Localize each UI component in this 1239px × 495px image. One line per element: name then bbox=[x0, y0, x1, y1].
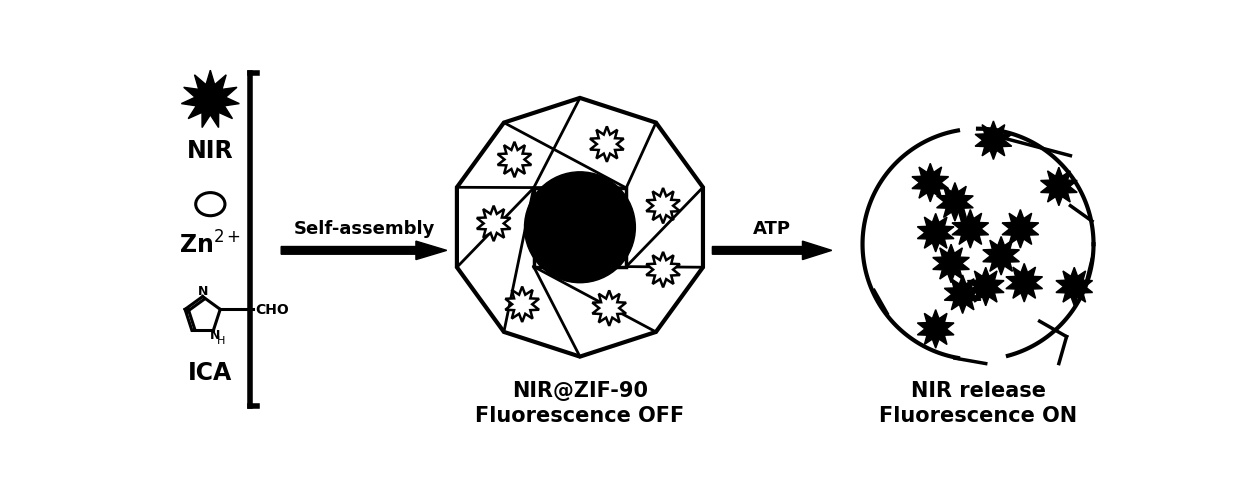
Text: Fluorescence ON: Fluorescence ON bbox=[878, 406, 1077, 426]
Polygon shape bbox=[534, 188, 626, 267]
Polygon shape bbox=[952, 209, 989, 248]
Polygon shape bbox=[944, 275, 981, 313]
Ellipse shape bbox=[196, 193, 225, 216]
Polygon shape bbox=[1056, 267, 1093, 306]
Polygon shape bbox=[968, 267, 1004, 306]
Text: H: H bbox=[217, 336, 225, 346]
Text: CHO: CHO bbox=[255, 303, 290, 317]
Polygon shape bbox=[917, 310, 954, 348]
Polygon shape bbox=[477, 206, 510, 241]
Text: NIR release: NIR release bbox=[911, 381, 1046, 401]
Polygon shape bbox=[975, 121, 1012, 159]
Text: N: N bbox=[209, 329, 221, 342]
FancyArrow shape bbox=[712, 241, 831, 259]
Polygon shape bbox=[1041, 167, 1077, 206]
Circle shape bbox=[524, 172, 636, 283]
Polygon shape bbox=[937, 183, 973, 221]
Text: NIR@ZIF-90: NIR@ZIF-90 bbox=[512, 381, 648, 401]
Text: Self-assembly: Self-assembly bbox=[294, 220, 435, 238]
Polygon shape bbox=[590, 126, 623, 162]
Polygon shape bbox=[647, 188, 680, 223]
Polygon shape bbox=[457, 98, 703, 356]
Text: Zn$^{2+}$: Zn$^{2+}$ bbox=[180, 232, 242, 259]
Text: ICA: ICA bbox=[188, 361, 233, 385]
Polygon shape bbox=[912, 163, 949, 202]
Text: N: N bbox=[198, 285, 208, 297]
Polygon shape bbox=[498, 142, 532, 177]
Polygon shape bbox=[181, 70, 239, 128]
Polygon shape bbox=[647, 252, 680, 287]
Polygon shape bbox=[506, 287, 539, 322]
Polygon shape bbox=[592, 291, 626, 326]
Polygon shape bbox=[917, 213, 954, 252]
Text: NIR: NIR bbox=[187, 139, 234, 163]
Polygon shape bbox=[933, 244, 969, 283]
Text: Fluorescence OFF: Fluorescence OFF bbox=[476, 406, 685, 426]
Polygon shape bbox=[983, 237, 1020, 275]
Polygon shape bbox=[1002, 209, 1038, 248]
Polygon shape bbox=[1006, 263, 1042, 302]
FancyArrow shape bbox=[281, 241, 447, 259]
Text: ATP: ATP bbox=[753, 220, 790, 238]
